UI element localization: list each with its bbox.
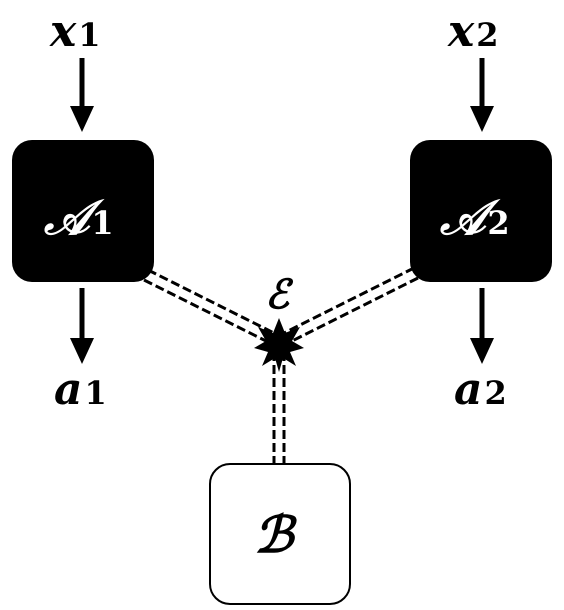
- box-b: ℬ: [209, 463, 351, 605]
- link-b-to-source: [272, 352, 286, 464]
- arrow-x1-to-a1: [70, 58, 94, 132]
- output-a1-label: a1: [54, 364, 107, 415]
- arrow-x2-to-a2: [470, 58, 494, 132]
- source-star-icon: [254, 318, 304, 372]
- link-a2-to-source: [281, 266, 419, 346]
- input-x2-label: x2: [447, 6, 499, 57]
- box-a1: 𝒜1: [12, 140, 154, 282]
- box-a2-label: 𝒜2: [439, 190, 510, 246]
- input-x1-label: x1: [49, 6, 101, 57]
- source-label: ℰ: [265, 271, 294, 318]
- box-b-label: ℬ: [254, 505, 298, 564]
- box-a2: 𝒜2: [410, 140, 552, 282]
- arrow-a2-to-output: [470, 288, 494, 364]
- output-a2-label: a2: [454, 364, 507, 415]
- link-a1-to-source: [143, 268, 281, 348]
- arrow-a1-to-output: [70, 288, 94, 364]
